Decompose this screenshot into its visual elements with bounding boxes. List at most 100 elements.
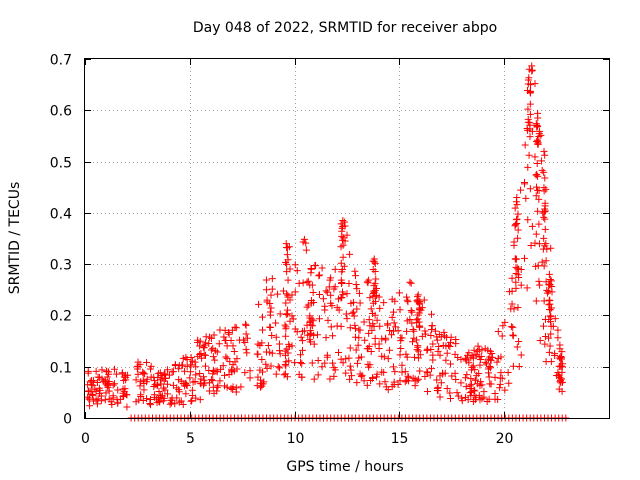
data-point-marker	[227, 336, 235, 344]
data-point-marker	[544, 287, 552, 295]
data-point-marker	[431, 327, 439, 335]
data-point-marker	[408, 319, 416, 327]
y-tick-label: 0.3	[50, 258, 72, 274]
data-point-marker	[315, 272, 323, 280]
data-point-marker	[403, 327, 411, 335]
data-point-marker	[263, 364, 271, 372]
data-point-marker	[524, 105, 532, 113]
data-point-marker	[547, 244, 555, 252]
data-point-marker	[276, 350, 284, 358]
data-point-marker	[477, 378, 485, 386]
data-point-marker	[351, 267, 359, 275]
data-point-marker	[318, 264, 326, 272]
y-tick-label: 0.7	[50, 53, 72, 69]
data-point-marker	[381, 378, 389, 386]
data-point-marker	[169, 368, 177, 376]
data-point-marker	[367, 348, 375, 356]
data-point-marker	[541, 242, 549, 250]
data-point-marker	[266, 308, 274, 316]
data-point-marker	[259, 313, 267, 321]
data-point-marker	[545, 334, 553, 342]
data-point-marker	[183, 362, 191, 370]
data-point-marker	[557, 376, 565, 384]
data-point-marker	[494, 395, 502, 403]
data-point-marker	[86, 402, 94, 410]
data-point-marker	[405, 373, 413, 381]
data-point-marker	[467, 375, 475, 383]
data-point-marker	[532, 192, 540, 200]
data-point-marker	[337, 220, 345, 228]
data-point-marker	[217, 365, 225, 373]
data-point-marker	[283, 345, 291, 353]
data-point-marker	[314, 331, 322, 339]
data-point-marker	[546, 276, 554, 284]
data-point-marker	[543, 286, 551, 294]
y-tick-label: 0.4	[50, 207, 72, 223]
data-point-marker	[470, 346, 478, 354]
data-point-marker	[363, 381, 371, 389]
data-point-marker	[281, 321, 289, 329]
data-point-marker	[524, 115, 532, 123]
data-point-marker	[291, 261, 299, 269]
data-point-marker	[229, 383, 237, 391]
data-point-marker	[233, 355, 241, 363]
data-point-marker	[446, 360, 454, 368]
data-point-marker	[211, 356, 219, 364]
data-point-marker	[378, 335, 386, 343]
data-point-marker	[183, 382, 191, 390]
data-point-marker	[276, 340, 284, 348]
data-point-marker	[353, 285, 361, 293]
data-point-marker	[539, 245, 547, 253]
data-point-marker	[533, 183, 541, 191]
data-point-marker	[86, 395, 94, 403]
data-point-marker	[538, 258, 546, 266]
data-point-marker	[352, 272, 360, 280]
data-point-marker	[365, 316, 373, 324]
data-point-marker	[300, 327, 308, 335]
data-point-marker	[467, 380, 475, 388]
data-point-marker	[409, 326, 417, 334]
data-point-marker	[360, 318, 368, 326]
data-point-marker	[246, 374, 254, 382]
data-point-marker	[268, 349, 276, 357]
data-point-marker	[346, 324, 354, 332]
data-point-marker	[397, 345, 405, 353]
data-point-marker	[268, 285, 276, 293]
data-point-marker	[533, 121, 541, 129]
data-point-marker	[535, 130, 543, 138]
data-point-marker	[526, 185, 534, 193]
data-point-marker	[108, 400, 116, 408]
data-point-marker	[536, 337, 544, 345]
data-point-marker	[463, 371, 471, 379]
data-point-marker	[366, 294, 374, 302]
data-point-marker	[433, 336, 441, 344]
data-point-marker	[512, 278, 520, 286]
data-point-marker	[325, 283, 333, 291]
data-point-marker	[147, 401, 154, 409]
data-point-marker	[551, 315, 559, 323]
data-point-marker	[376, 380, 384, 388]
data-point-marker	[547, 330, 555, 338]
data-point-marker	[143, 358, 151, 366]
data-point-marker	[315, 271, 323, 279]
data-point-marker	[326, 375, 334, 383]
data-point-marker	[434, 387, 442, 395]
data-point-marker	[365, 329, 373, 337]
data-point-marker	[160, 384, 168, 392]
data-point-marker	[89, 391, 97, 399]
data-point-marker	[299, 279, 307, 287]
data-point-marker	[213, 348, 221, 356]
data-point-marker	[535, 277, 543, 285]
data-point-marker	[237, 383, 245, 391]
data-point-marker	[150, 383, 158, 391]
data-point-marker	[545, 296, 553, 304]
y-tick-label: 0.1	[50, 361, 72, 377]
data-point-marker	[476, 361, 484, 369]
data-point-marker	[522, 194, 530, 202]
data-point-marker	[558, 387, 566, 395]
data-point-marker	[357, 353, 365, 361]
data-point-marker	[146, 400, 154, 408]
data-point-marker	[372, 297, 380, 305]
data-point-marker	[485, 395, 493, 403]
data-point-marker	[84, 369, 92, 377]
